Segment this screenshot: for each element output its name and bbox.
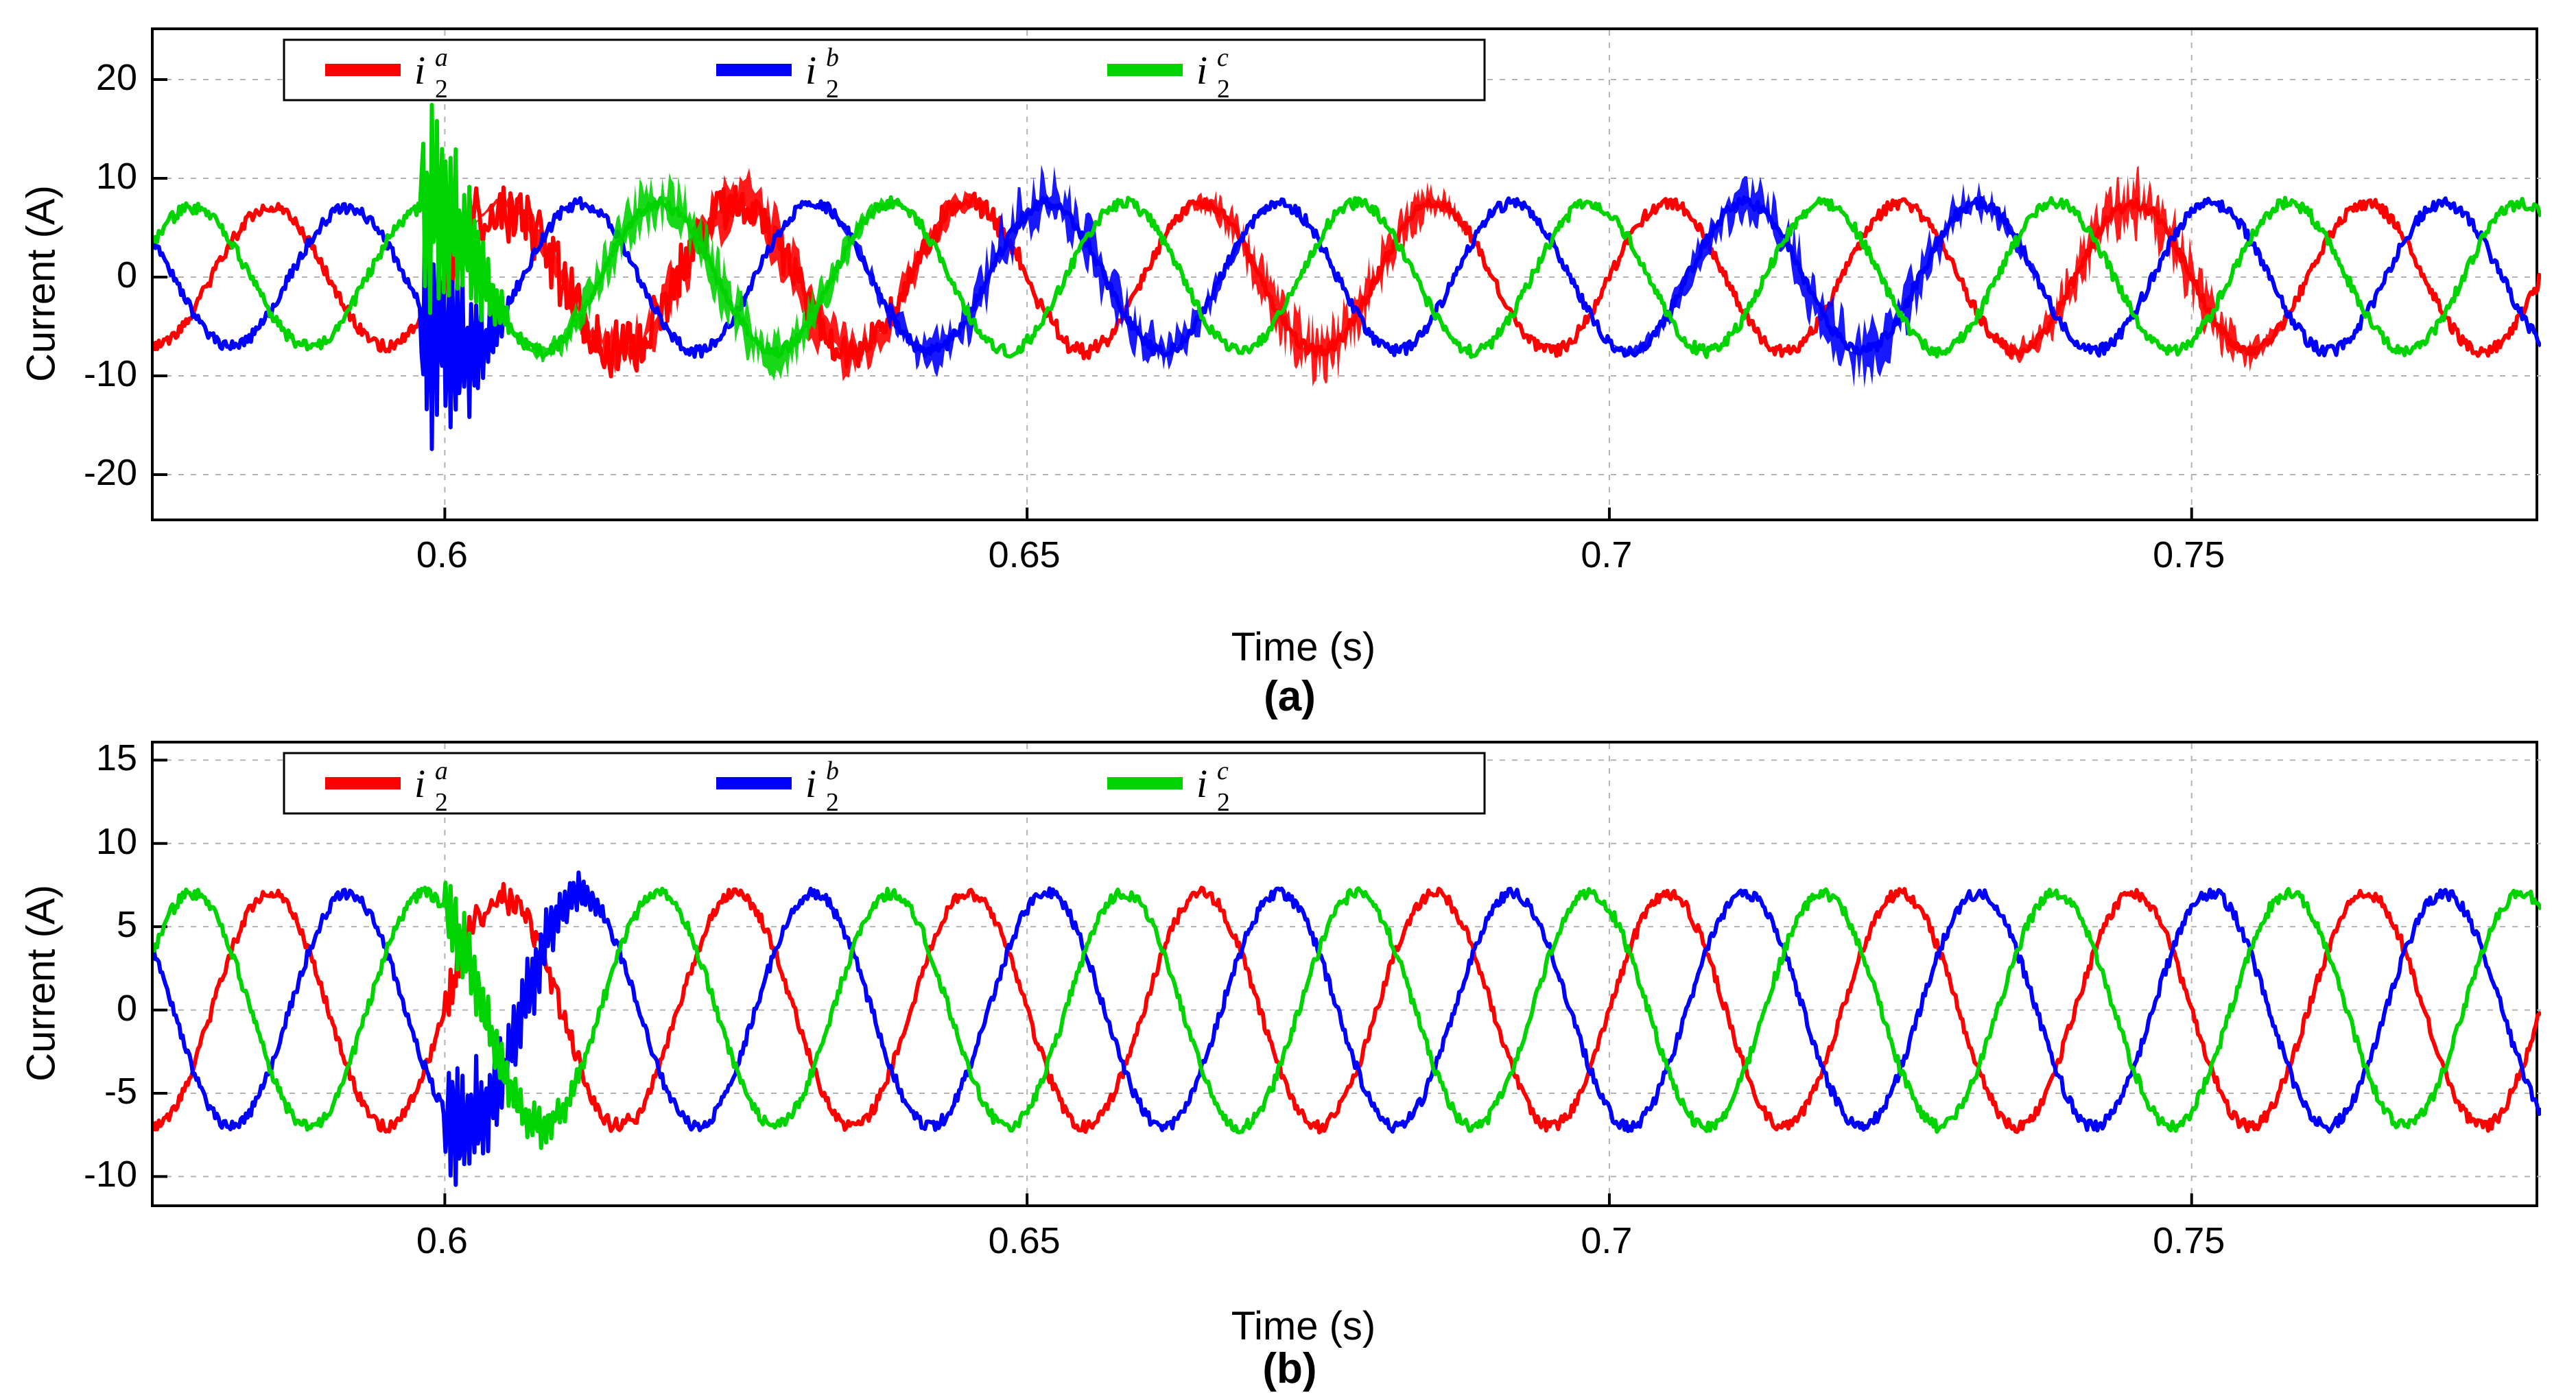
- svg-text:i: i: [805, 761, 816, 806]
- svg-text:2: 2: [435, 788, 448, 817]
- ytick-label: 0: [48, 987, 137, 1029]
- panel-b: Current (A) The proposed controller unex…: [0, 0, 2576, 1363]
- xtick-label: 0.75: [2134, 1219, 2244, 1262]
- svg-text:2: 2: [826, 788, 839, 817]
- xlabel-b: Time (s): [1166, 1303, 1441, 1349]
- svg-text:i: i: [414, 761, 425, 806]
- plot-frame-b: ia2ib2ic2: [151, 741, 2538, 1207]
- svg-text:2: 2: [1217, 788, 1230, 817]
- ytick-label: -5: [48, 1070, 137, 1112]
- svg-text:b: b: [826, 757, 839, 785]
- ytick-label: 5: [48, 903, 137, 946]
- svg-text:i: i: [1196, 761, 1207, 806]
- ytick-label: -10: [48, 1153, 137, 1195]
- ytick-label: 15: [48, 737, 137, 779]
- xtick-label: 0.6: [387, 1219, 497, 1262]
- plot-svg-b: ia2ib2ic2: [154, 743, 2541, 1210]
- xtick-label: 0.65: [969, 1219, 1079, 1262]
- svg-text:a: a: [435, 757, 448, 785]
- svg-text:c: c: [1217, 757, 1229, 785]
- xtick-label: 0.7: [1552, 1219, 1662, 1262]
- ytick-label: 10: [48, 820, 137, 863]
- subfig-label-b: (b): [1249, 1344, 1331, 1393]
